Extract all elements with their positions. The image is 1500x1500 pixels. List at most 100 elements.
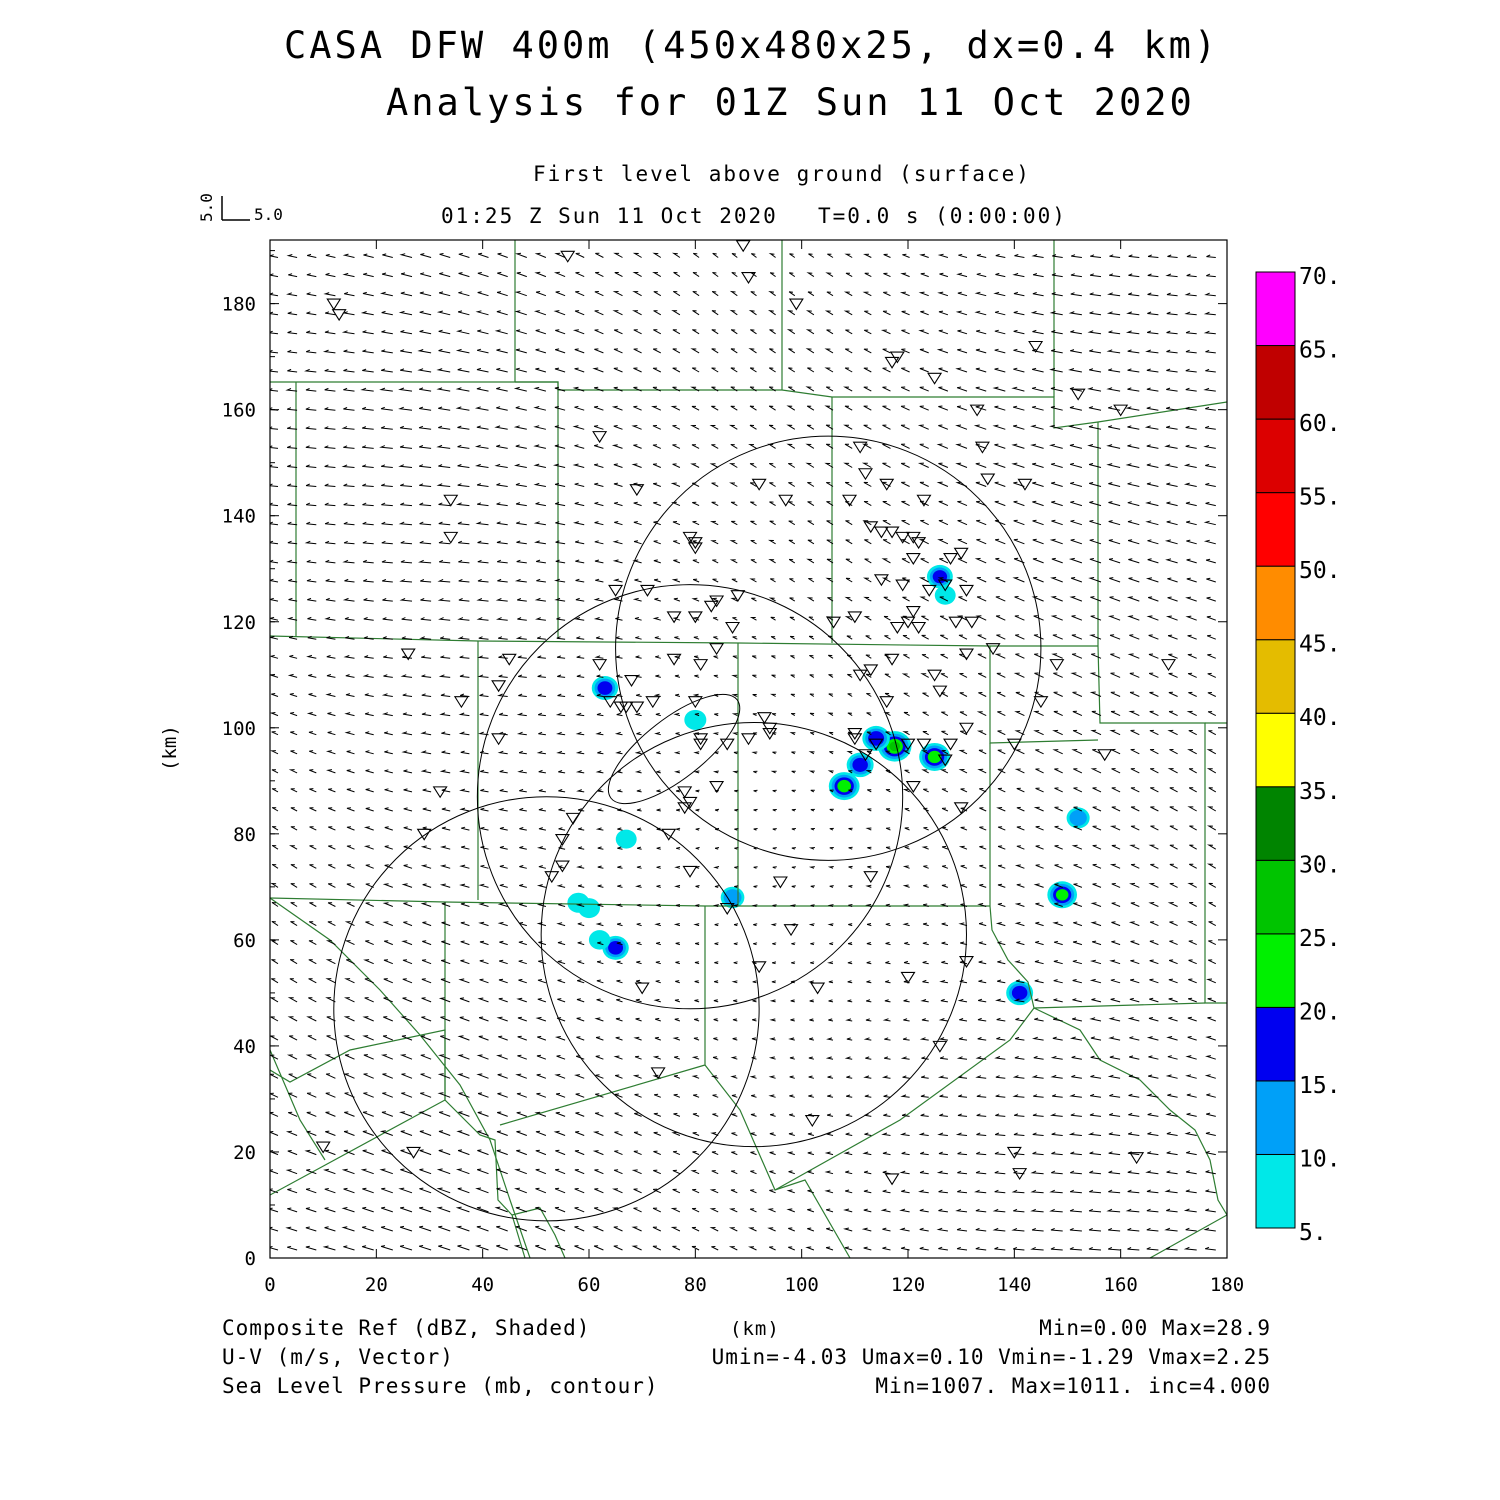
x-tick-label: 140 xyxy=(997,1274,1031,1296)
wind-vector xyxy=(441,750,451,755)
wind-vector xyxy=(631,425,642,430)
wind-vector xyxy=(515,367,527,373)
wind-vector xyxy=(976,329,987,335)
station-marker-icon xyxy=(326,298,342,311)
wind-vector xyxy=(673,559,681,564)
wind-vector xyxy=(475,1187,489,1194)
wind-vector xyxy=(1089,1113,1102,1117)
wind-vector xyxy=(1127,387,1140,392)
wind-vector xyxy=(459,807,470,812)
colorbar-bin xyxy=(1255,418,1296,494)
wind-vector xyxy=(634,751,642,755)
wind-vector xyxy=(576,674,585,678)
wind-vector xyxy=(734,828,739,831)
wind-vector xyxy=(400,674,413,678)
wind-vector xyxy=(592,1150,604,1156)
wind-vector xyxy=(768,386,776,392)
wind-vector xyxy=(458,1111,470,1117)
wind-vector xyxy=(1149,672,1159,678)
wind-vector xyxy=(477,272,489,278)
wind-vector xyxy=(865,673,872,678)
wind-vector xyxy=(403,788,413,793)
wind-vector xyxy=(1054,864,1063,869)
station-marker-icon xyxy=(565,812,581,825)
wind-vector xyxy=(938,424,949,430)
wind-vector xyxy=(937,253,949,258)
wind-vector xyxy=(713,674,719,678)
wind-vector xyxy=(674,770,681,774)
wind-vector xyxy=(828,693,834,697)
wind-vector xyxy=(903,1018,910,1022)
wind-vector xyxy=(399,1111,413,1117)
wind-vector xyxy=(287,521,298,526)
wind-vector xyxy=(864,272,872,278)
wind-vector xyxy=(827,1094,834,1098)
wind-vector xyxy=(672,1150,681,1156)
wind-vector xyxy=(362,1111,374,1117)
wind-vector xyxy=(976,1094,987,1098)
wind-vector xyxy=(613,482,623,487)
wind-vector xyxy=(958,1075,968,1079)
wind-vector xyxy=(597,751,604,755)
county-line xyxy=(270,1049,326,1161)
wind-vector xyxy=(1035,902,1044,907)
wind-vector xyxy=(976,272,987,278)
wind-vector xyxy=(477,1168,489,1175)
wind-vector xyxy=(383,959,393,965)
wind-vector xyxy=(557,998,566,1003)
wind-vector xyxy=(772,732,777,736)
wind-vector xyxy=(497,750,508,755)
wind-vector xyxy=(304,1149,317,1156)
wind-vector xyxy=(882,520,891,526)
wind-vector xyxy=(634,712,642,717)
wind-vector xyxy=(440,636,451,640)
wind-vector xyxy=(1166,1170,1178,1175)
colorbar-bin xyxy=(1255,933,1296,1008)
wind-vector xyxy=(692,291,700,297)
wind-vector xyxy=(693,578,700,583)
wind-vector xyxy=(1130,825,1140,831)
wind-vector xyxy=(556,655,566,659)
station-marker-icon xyxy=(645,696,661,709)
wind-vector xyxy=(672,1188,681,1194)
wind-vector xyxy=(497,1092,508,1098)
station-marker-icon xyxy=(937,754,953,767)
x-tick-label: 100 xyxy=(785,1274,819,1296)
wind-vector xyxy=(975,367,987,373)
wind-vector xyxy=(692,520,700,526)
wind-vector xyxy=(499,788,508,793)
wind-vector xyxy=(653,1150,661,1156)
station-markers xyxy=(315,240,1177,1186)
wind-vector xyxy=(324,502,336,507)
wind-vector xyxy=(1052,254,1063,258)
wind-vector xyxy=(384,731,393,736)
wind-vector xyxy=(824,348,834,354)
wind-vector xyxy=(923,865,929,869)
wind-vector xyxy=(1090,596,1102,602)
wind-vector xyxy=(325,253,336,258)
wind-vector xyxy=(496,521,508,526)
wind-vector xyxy=(345,674,355,678)
wind-vector xyxy=(287,1245,298,1251)
wind-vector xyxy=(381,502,393,507)
wind-vector xyxy=(788,348,796,354)
wind-vector xyxy=(1208,730,1217,736)
wind-vector xyxy=(617,865,623,869)
wind-vector xyxy=(884,673,891,678)
wind-vector xyxy=(1013,329,1025,335)
wind-vector xyxy=(673,1093,681,1098)
wind-vector xyxy=(536,750,546,755)
wind-vector xyxy=(748,443,757,449)
wind-vector xyxy=(672,348,681,354)
wind-vector xyxy=(885,750,891,755)
wind-vector xyxy=(712,578,719,583)
wind-vector xyxy=(572,386,585,392)
wind-vector xyxy=(614,1093,623,1098)
station-marker-icon xyxy=(889,621,905,634)
wind-vector xyxy=(730,386,738,392)
wind-vector xyxy=(885,789,891,793)
wind-vector xyxy=(885,941,891,946)
wind-vector xyxy=(400,1206,413,1213)
wind-vector xyxy=(939,615,949,621)
wind-vector xyxy=(1127,1017,1140,1022)
